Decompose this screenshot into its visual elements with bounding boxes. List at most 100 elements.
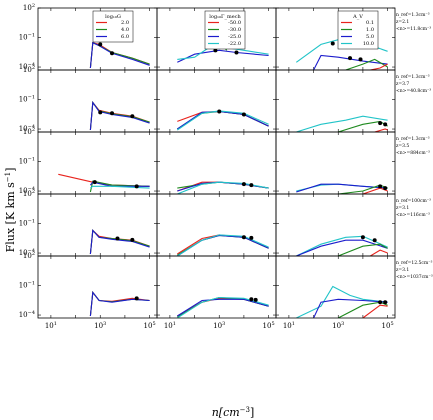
y-axis-label: Flux [K km s−1] bbox=[4, 168, 17, 253]
series-line-cyan bbox=[90, 185, 150, 189]
data-marker bbox=[253, 297, 258, 302]
series-line-cyan bbox=[177, 181, 269, 194]
data-marker bbox=[217, 109, 222, 114]
data-marker bbox=[249, 235, 254, 240]
legend-entry: -25.0 bbox=[228, 34, 241, 40]
data-marker bbox=[378, 184, 383, 189]
y-tick-label: 10−1 bbox=[19, 219, 35, 228]
panel-r4-c1: 102 10−1 10−4 bbox=[19, 189, 158, 257]
panel-r5-c3: 101 103 105 bbox=[275, 255, 396, 330]
series-line-cyan bbox=[176, 110, 269, 131]
series-line-green bbox=[89, 101, 150, 131]
panel-series bbox=[89, 229, 150, 255]
panel-frame bbox=[156, 193, 277, 257]
series-line-blue bbox=[177, 298, 269, 317]
series-line-blue bbox=[89, 229, 150, 255]
row-label-line: <n>=1037cm⁻³ bbox=[396, 274, 433, 280]
data-marker bbox=[383, 300, 388, 305]
y-tick-label: 102 bbox=[23, 3, 35, 12]
panel-series bbox=[89, 290, 150, 317]
panel-series bbox=[296, 183, 388, 194]
panel-series bbox=[89, 41, 150, 69]
legend-entry: -22.0 bbox=[228, 41, 241, 47]
data-marker bbox=[249, 297, 254, 302]
x-tick-label: 101 bbox=[283, 321, 295, 330]
series-line-red bbox=[89, 229, 150, 255]
x-tick-label: 103 bbox=[94, 321, 106, 330]
data-marker bbox=[213, 48, 218, 53]
series-line-blue bbox=[89, 290, 150, 317]
panel-series bbox=[177, 234, 269, 256]
y-tick-label: 10−1 bbox=[19, 33, 35, 42]
panel-series bbox=[296, 235, 388, 256]
data-marker bbox=[358, 57, 363, 62]
series-line-red bbox=[370, 63, 388, 70]
legend-entry: 4.0 bbox=[121, 27, 129, 33]
legend-entry: 2.0 bbox=[121, 20, 129, 26]
y-tick-label: 10−4 bbox=[19, 186, 35, 195]
series-line-blue bbox=[89, 41, 150, 69]
panel-frame bbox=[156, 69, 277, 133]
series-line-red bbox=[89, 101, 150, 131]
panel-r2-c3 bbox=[275, 69, 396, 133]
panel-series bbox=[296, 115, 388, 132]
series-line-red bbox=[370, 249, 388, 256]
x-tick-label: 103 bbox=[332, 321, 344, 330]
series-line-red bbox=[374, 128, 388, 132]
series-line-red bbox=[362, 304, 388, 318]
series-line-blue bbox=[89, 181, 150, 187]
series-line-blue bbox=[177, 181, 269, 192]
row-label-line: z=2.1 bbox=[396, 19, 409, 25]
series-line-blue bbox=[313, 54, 388, 70]
data-marker bbox=[92, 180, 97, 185]
panel-series bbox=[176, 109, 269, 131]
panel-r5-c1: 102 10−1 10−4 101 103 105 bbox=[19, 251, 158, 330]
legend-entry: -50.0 bbox=[228, 20, 241, 26]
panel-r5-c2: 101 103 105 bbox=[156, 255, 277, 330]
panel-frame bbox=[275, 193, 396, 257]
data-marker bbox=[134, 296, 139, 301]
y-tick-label: 102 bbox=[23, 189, 35, 198]
data-marker bbox=[378, 300, 383, 305]
series-line-red bbox=[177, 234, 269, 255]
data-marker bbox=[372, 238, 377, 243]
data-marker bbox=[330, 41, 335, 46]
series-line-red bbox=[89, 290, 150, 317]
x-tick-label: 105 bbox=[382, 321, 394, 330]
x-tick-label: 105 bbox=[144, 321, 156, 330]
panel-series bbox=[89, 100, 150, 131]
series-line-blue bbox=[177, 49, 269, 63]
series-line-cyan bbox=[296, 115, 388, 132]
x-tick-label: 103 bbox=[213, 321, 225, 330]
panel-r4-c2 bbox=[156, 193, 277, 257]
series-line-cyan bbox=[296, 235, 388, 256]
data-marker bbox=[110, 51, 115, 56]
row-label-line: n_ref=100cm⁻³ bbox=[396, 198, 431, 204]
panel-r3-c2 bbox=[156, 131, 277, 195]
y-tick-label: 102 bbox=[23, 251, 35, 260]
row-label-line: n_ref=1.3cm⁻³ bbox=[396, 136, 430, 142]
panel-frame bbox=[275, 255, 396, 319]
data-marker bbox=[378, 121, 383, 126]
series-line-blue bbox=[313, 298, 388, 318]
data-marker bbox=[115, 236, 120, 241]
y-tick-label: 10−4 bbox=[19, 310, 35, 319]
series-line-green bbox=[337, 243, 388, 256]
panel-series bbox=[177, 181, 269, 194]
data-marker bbox=[130, 114, 135, 119]
panel-series bbox=[296, 285, 388, 318]
legend-entry: 1.0 bbox=[366, 27, 374, 33]
data-marker bbox=[130, 237, 135, 242]
row-label-line: <n>=11.8cm⁻³ bbox=[396, 26, 431, 32]
data-marker bbox=[241, 182, 246, 187]
x-tick-label: 105 bbox=[263, 321, 275, 330]
series-line-cyan bbox=[177, 234, 269, 256]
y-tick-label: 10−1 bbox=[19, 95, 35, 104]
series-line-blue bbox=[296, 239, 388, 256]
data-marker bbox=[348, 56, 353, 61]
panel-frame bbox=[37, 193, 158, 257]
data-marker bbox=[134, 184, 139, 189]
series-line-green bbox=[89, 290, 150, 317]
panel-r2-c2 bbox=[156, 69, 277, 133]
